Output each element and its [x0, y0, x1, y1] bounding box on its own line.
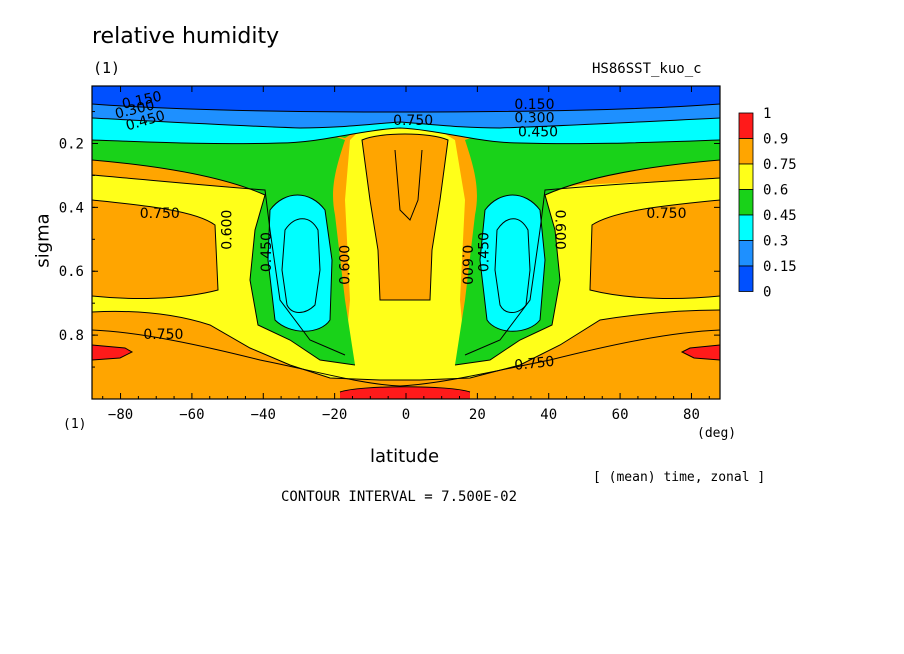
x-tick-label: 80 — [683, 407, 700, 423]
chart-title: relative humidity — [92, 24, 280, 49]
frame-label: (1) — [63, 417, 87, 432]
contour-label: 0.750 — [514, 354, 556, 374]
contour-label: 0.600 — [220, 210, 236, 250]
panel-label: (1) — [93, 59, 121, 77]
dataset-label: HS86SST_kuo_c — [592, 61, 702, 77]
colorbar-swatch — [738, 189, 754, 216]
x-tick-label: −60 — [179, 407, 204, 423]
colorbar-swatch — [738, 112, 754, 139]
contour-label: 0.750 — [646, 206, 686, 222]
y-tick-label: 0.8 — [59, 328, 84, 344]
contour-label: 0.600 — [337, 245, 353, 285]
contour-label: 0.750 — [140, 206, 180, 222]
colorbar-swatch — [738, 265, 754, 292]
x-tick-label: −40 — [251, 407, 276, 423]
colorbar-level-label: 0.3 — [763, 234, 788, 250]
axes-layer: −80 −60 −40 −20 0 20 40 60 80 0.2 0.4 0.6 0.8 — [59, 86, 720, 423]
colorbar-level-label: 0.45 — [763, 208, 797, 224]
y-tick-label: 0.6 — [59, 264, 84, 280]
contour-label: 0.600 — [551, 210, 567, 250]
contour-label: 0.450 — [518, 125, 558, 141]
contour-label: 0.750 — [393, 113, 433, 129]
colorbar: 1 0.9 0.75 0.6 0.45 0.3 0.15 0 — [738, 106, 797, 301]
y-tick-label: 0.4 — [59, 200, 84, 216]
contour-label: 0.450 — [477, 232, 493, 272]
colorbar-swatch — [738, 138, 754, 165]
colorbar-level-label: 1 — [763, 106, 771, 122]
colorbar-level-label: 0.6 — [763, 183, 788, 199]
mean-note: [ (mean) time, zonal ] — [593, 470, 766, 485]
x-tick-label: 60 — [612, 407, 629, 423]
x-axis-label: latitude — [370, 446, 440, 467]
x-tick-label: 40 — [540, 407, 557, 423]
contour-label: 0.750 — [143, 327, 183, 343]
x-tick-label: 20 — [469, 407, 486, 423]
contour-interval-label: CONTOUR INTERVAL = 7.500E-02 — [281, 489, 518, 505]
contour-label: 0.300 — [514, 110, 554, 126]
contour-label: 0.600 — [459, 245, 475, 285]
x-tick-label: −80 — [108, 407, 133, 423]
colorbar-swatch — [738, 214, 754, 241]
colorbar-level-label: 0 — [763, 285, 771, 301]
contour-label: 0.450 — [259, 232, 275, 272]
contour-line-layer — [92, 103, 720, 393]
colorbar-level-label: 0.75 — [763, 157, 797, 173]
colorbar-level-label: 0.15 — [763, 259, 797, 275]
y-tick-label: 0.2 — [59, 136, 84, 152]
contour-fill-layer — [92, 86, 720, 399]
x-tick-label: 0 — [402, 407, 410, 423]
colorbar-swatch — [738, 163, 754, 190]
colorbar-swatch — [738, 240, 754, 267]
x-axis-unit: (deg) — [697, 426, 737, 441]
colorbar-level-label: 0.9 — [763, 132, 788, 148]
x-tick-label: −20 — [322, 407, 347, 423]
contour-label: 0.150 — [514, 97, 554, 113]
